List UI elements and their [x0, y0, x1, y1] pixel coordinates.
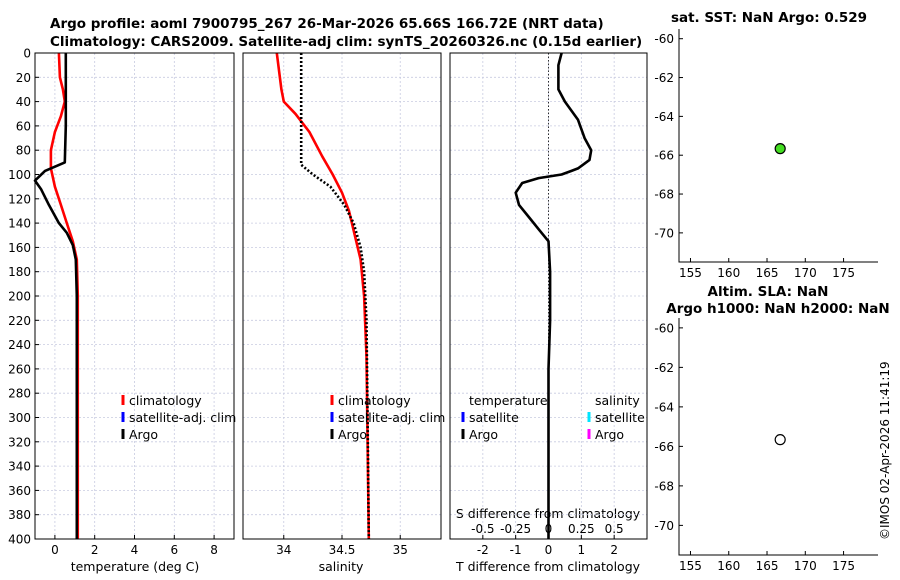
title-line-2: Climatology: CARS2009. Satellite-adj cli…	[50, 34, 642, 50]
t-difference-xlabel: T difference from climatology	[455, 559, 641, 574]
y-tick-label: 380	[8, 508, 31, 522]
s-tick-label: 0.25	[568, 522, 595, 536]
x-tick-label: 34	[276, 543, 291, 557]
y-tick-label: -70	[654, 226, 674, 240]
y-tick-label: -66	[654, 149, 674, 163]
y-tick-label: 80	[16, 144, 31, 158]
legend-label: climatology	[338, 393, 411, 408]
y-tick-label: 280	[8, 387, 31, 401]
y-tick-label: 180	[8, 265, 31, 279]
legend-label: satellite	[595, 410, 645, 425]
x-tick-label: 8	[210, 543, 218, 557]
x-tick-label: 170	[794, 266, 817, 280]
y-tick-label: 220	[8, 314, 31, 328]
x-tick-label: 155	[679, 266, 702, 280]
y-tick-label: 200	[8, 290, 31, 304]
y-tick-label: 160	[8, 241, 31, 255]
x-tick-label: 35	[393, 543, 408, 557]
temperature-xlabel: temperature (deg C)	[71, 559, 200, 574]
y-tick-label: 260	[8, 362, 31, 376]
series-argo	[299, 53, 371, 540]
salinity-panel: salinity 34 34.5 35 climatology satellite-ad…	[242, 52, 445, 574]
sla-map-title-1: Altim. SLA: NaN	[708, 284, 829, 300]
x-tick-label: 160	[717, 266, 740, 280]
series-argo	[33, 53, 79, 539]
map-axes	[678, 318, 878, 556]
y-tick-label: -62	[654, 71, 674, 85]
x-tick-label: 34.5	[329, 543, 356, 557]
temperature-panel: temperature (deg C) 0 2 4 6 8020406080100120…	[8, 47, 236, 575]
x-tick-label: 4	[131, 543, 139, 557]
legend-label: Argo	[338, 427, 367, 442]
legend-label: climatology	[129, 393, 202, 408]
y-tick-label: -60	[654, 32, 674, 46]
y-tick-label: -66	[654, 440, 674, 454]
x-tick-label: 155	[679, 559, 702, 573]
s-tick-label: 0	[545, 522, 553, 536]
y-tick-label: 320	[8, 435, 31, 449]
y-tick-label: 400	[8, 533, 31, 547]
x-tick-label: 165	[756, 266, 779, 280]
legend-label: Argo	[469, 427, 498, 442]
y-tick-label: -70	[654, 519, 674, 533]
x-tick-label: 0	[545, 543, 553, 557]
y-tick-label: -62	[654, 361, 674, 375]
x-tick-label: 175	[832, 559, 855, 573]
legend-header-salinity: salinity	[595, 393, 640, 408]
y-tick-label: 140	[8, 217, 31, 231]
sst-map-title: sat. SST: NaN Argo: 0.529	[671, 10, 867, 26]
x-tick-label: 2	[610, 543, 618, 557]
x-tick-label: -1	[510, 543, 522, 557]
argo-location-marker	[774, 434, 786, 446]
x-tick-label: 170	[794, 559, 817, 573]
x-tick-label: 160	[717, 559, 740, 573]
y-tick-label: 0	[23, 47, 31, 61]
s-tick-label: -0.5	[471, 522, 494, 536]
legend-label: Argo	[595, 427, 624, 442]
x-tick-label: 2	[91, 543, 99, 557]
title-line-1: Argo profile: aoml 7900795_267 26-Mar-20…	[50, 16, 604, 32]
legend-label: satellite	[469, 410, 519, 425]
y-tick-label: -68	[654, 479, 674, 493]
legend-label: Argo	[129, 427, 158, 442]
x-tick-label: 175	[832, 266, 855, 280]
y-tick-label: 120	[8, 192, 31, 206]
x-tick-label: 0	[51, 543, 59, 557]
x-tick-label: 1	[578, 543, 586, 557]
y-tick-label: 40	[16, 95, 31, 109]
x-tick-label: -2	[477, 543, 489, 557]
legend-header-temperature: temperature	[469, 393, 548, 408]
sla-map-title-2: Argo h1000: NaN h2000: NaN	[666, 301, 889, 317]
y-tick-label: -60	[654, 321, 674, 335]
y-tick-label: 240	[8, 338, 31, 352]
x-tick-label: 6	[170, 543, 178, 557]
y-tick-label: 20	[16, 71, 31, 85]
y-tick-label: 60	[16, 119, 31, 133]
y-tick-label: -64	[654, 400, 674, 414]
y-tick-label: -68	[654, 188, 674, 202]
imos-copyright: ©IMOS 02-Apr-2026 11:41:19	[878, 361, 892, 540]
legend-label: satellite-adj. clim	[338, 410, 445, 425]
map-axes	[678, 29, 878, 263]
series-t-difference	[514, 52, 593, 539]
x-tick-label: 165	[756, 559, 779, 573]
sla-map-panel: Altim. SLA: NaN Argo h1000: NaN h2000: N…	[654, 284, 889, 573]
s-tick-label: 0.5	[605, 522, 624, 536]
y-tick-label: 300	[8, 411, 31, 425]
y-tick-label: -64	[654, 110, 674, 124]
argo-location-marker	[774, 143, 786, 155]
legend-label: satellite-adj. clim	[129, 410, 236, 425]
sst-map-panel: sat. SST: NaN Argo: 0.529 -60 -62 -64 -66 -6…	[654, 10, 878, 280]
y-tick-label: 340	[8, 460, 31, 474]
y-tick-label: 360	[8, 484, 31, 498]
difference-panel: T difference from climatology S differen…	[449, 52, 648, 574]
salinity-xlabel: salinity	[319, 559, 364, 574]
s-tick-label: -0.25	[500, 522, 531, 536]
y-tick-label: 100	[8, 168, 31, 182]
